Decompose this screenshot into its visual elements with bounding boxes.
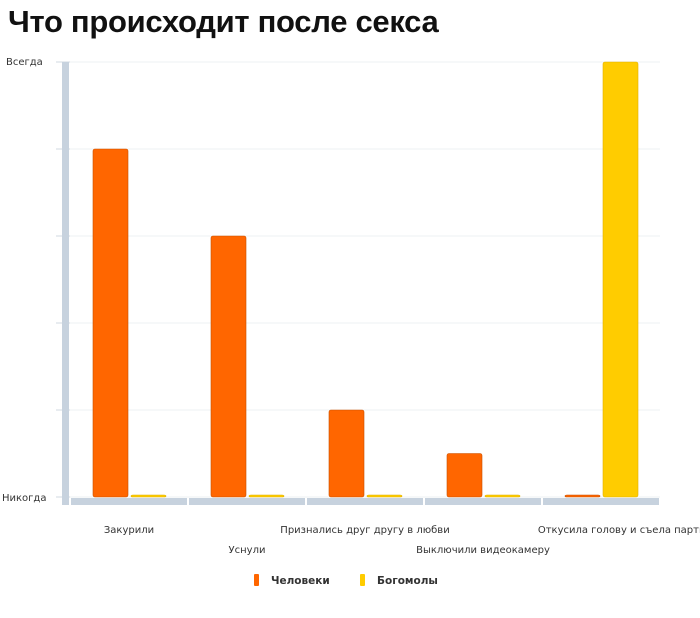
x-tick-label: Выключили видеокамеру — [416, 545, 550, 556]
bar-mantises — [248, 494, 285, 498]
bar-mantises — [130, 494, 167, 498]
x-axis-segment — [71, 498, 187, 505]
bar-humans — [564, 494, 601, 498]
bar-humans — [446, 453, 483, 498]
legend-swatch — [254, 574, 259, 586]
bar-mantises — [366, 494, 403, 498]
bar-humans — [210, 235, 247, 498]
legend-swatch — [360, 574, 365, 586]
x-tick-label: Закурили — [104, 525, 154, 536]
x-axis-segment — [189, 498, 305, 505]
legend-label: Человеки — [271, 575, 330, 587]
bar-mantises — [484, 494, 521, 498]
x-tick-label: Признались друг другу в любви — [280, 525, 449, 536]
y-axis — [62, 62, 69, 505]
y-tick-label-min: Никогда — [2, 493, 46, 504]
x-tick-label: Уснули — [229, 545, 266, 556]
x-axis-segment — [543, 498, 659, 505]
y-tick-label-max: Всегда — [6, 57, 43, 68]
bar-mantises — [602, 61, 639, 498]
bar-humans — [328, 409, 365, 498]
x-tick-label: Откусила голову и съела партнера — [538, 525, 700, 536]
x-axis-segment — [307, 498, 423, 505]
chart-title: Что происходит после секса — [8, 4, 439, 39]
legend-label: Богомолы — [377, 575, 438, 587]
x-axis-segment — [425, 498, 541, 505]
bar-humans — [92, 148, 129, 498]
